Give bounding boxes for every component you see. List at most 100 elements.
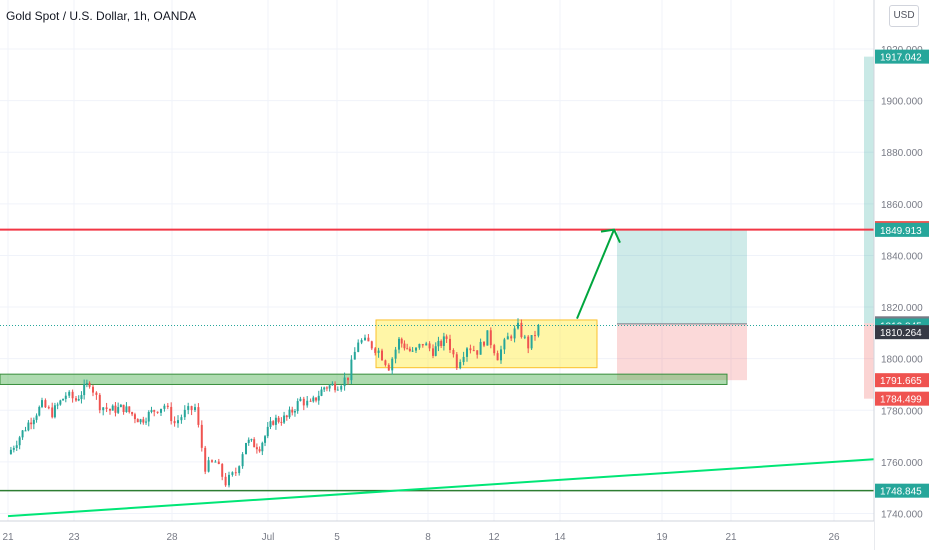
time-tick-label: 19	[656, 532, 668, 543]
candle-body	[238, 466, 241, 474]
candle-body	[449, 338, 451, 351]
candle-body	[513, 328, 516, 339]
time-scale-bg	[0, 521, 874, 550]
candle-body	[523, 336, 526, 338]
candle-body	[381, 350, 383, 361]
candle-body	[245, 442, 247, 455]
price-tick-label: 1900.000	[881, 97, 923, 108]
symbol-title[interactable]: Gold Spot / U.S. Dollar, 1h, OANDA	[6, 9, 197, 23]
position-stop-zone[interactable]	[617, 323, 747, 381]
candle-body	[177, 420, 179, 424]
arrow-head	[600, 228, 621, 244]
candle-body	[415, 347, 417, 351]
candle-body	[398, 338, 400, 350]
candle-body	[47, 407, 50, 409]
candle-body	[131, 412, 134, 415]
candle-body	[204, 447, 207, 472]
candle-body	[133, 414, 136, 420]
candle-body	[41, 400, 43, 407]
candle-body	[466, 348, 468, 357]
candle-body	[336, 389, 339, 391]
time-scale[interactable]: 21 23 28 Jul 5 8 12 14 19 21 26	[0, 520, 874, 550]
candle-body	[340, 386, 343, 390]
candle-body	[214, 461, 217, 463]
candle-body	[71, 391, 74, 399]
time-tick-label: 8	[425, 532, 431, 543]
candle-body	[142, 419, 145, 423]
candle-body	[85, 382, 88, 385]
support-zone[interactable]	[0, 373, 728, 385]
candle-body	[459, 362, 462, 369]
price-tag	[875, 483, 929, 498]
projection-arrow[interactable]	[576, 229, 615, 320]
candle-body	[445, 336, 448, 339]
candle-body	[293, 411, 296, 413]
candle-body	[400, 338, 403, 344]
candle-body	[274, 417, 277, 425]
candle-body	[117, 407, 120, 413]
trend-line[interactable]	[7, 458, 875, 518]
time-tick-label: Jul	[262, 532, 275, 543]
candle-body	[207, 460, 210, 472]
candle-body	[255, 447, 258, 450]
price-tag-label: 1791.665	[880, 376, 922, 387]
candle-body	[432, 348, 434, 356]
candle-body	[224, 476, 227, 486]
candle-body	[211, 460, 213, 462]
candle-body	[364, 337, 366, 341]
price-tag	[875, 222, 929, 237]
candle-body	[266, 426, 269, 437]
candle-body	[312, 397, 315, 402]
candle-body	[102, 407, 105, 411]
time-tick-label: 21	[725, 532, 737, 543]
candle-body	[62, 398, 65, 401]
time-tick-label: 12	[488, 532, 500, 543]
candle-body	[150, 410, 153, 412]
candle-body	[455, 354, 458, 369]
price-scale[interactable]: 1920.0001900.0001880.0001860.0001840.000…	[873, 0, 932, 550]
candle-body	[440, 340, 443, 346]
candle-body	[111, 405, 114, 411]
price-tick-label: 1880.000	[881, 148, 923, 159]
candle-body	[173, 421, 176, 424]
candle-body	[128, 406, 131, 413]
price-tick-label: 1860.000	[881, 200, 923, 211]
price-tag	[875, 325, 929, 340]
candle-body	[15, 445, 18, 448]
candle-body	[534, 335, 536, 337]
candle-body	[88, 382, 91, 387]
candle-body	[59, 400, 62, 405]
candle-body	[264, 436, 267, 443]
candle-body	[53, 405, 56, 418]
candle-body	[51, 407, 54, 418]
candle-body	[334, 383, 337, 391]
candle-body	[323, 387, 326, 390]
price-tick-label: 1800.000	[881, 355, 923, 366]
candle-body	[139, 419, 142, 423]
candle-body	[114, 405, 117, 413]
candle-body	[12, 447, 15, 450]
candle-body	[520, 322, 523, 338]
candle-body	[95, 392, 98, 395]
candle-body	[247, 439, 250, 443]
candle-body	[377, 350, 380, 353]
candle-body	[9, 449, 12, 455]
candle-body	[156, 411, 159, 413]
candle-body	[180, 417, 183, 421]
candle-body	[353, 351, 356, 360]
price-tag-label: 1849.913	[880, 226, 922, 237]
drawing-layer[interactable]	[0, 56, 874, 399]
candle-body	[428, 343, 431, 349]
price-tag-label: 1784.499	[880, 395, 922, 406]
price-tag-label: 1748.845	[880, 487, 922, 498]
position-target-zone[interactable]	[617, 229, 747, 324]
candle-body	[269, 421, 272, 427]
drawing-layer-front[interactable]	[0, 228, 875, 518]
candle-body	[21, 430, 24, 438]
candle-body	[253, 439, 256, 448]
candle-body	[83, 384, 86, 396]
candle-body	[331, 383, 334, 386]
candle-body	[299, 398, 302, 402]
currency-button[interactable]: USD	[889, 5, 919, 27]
